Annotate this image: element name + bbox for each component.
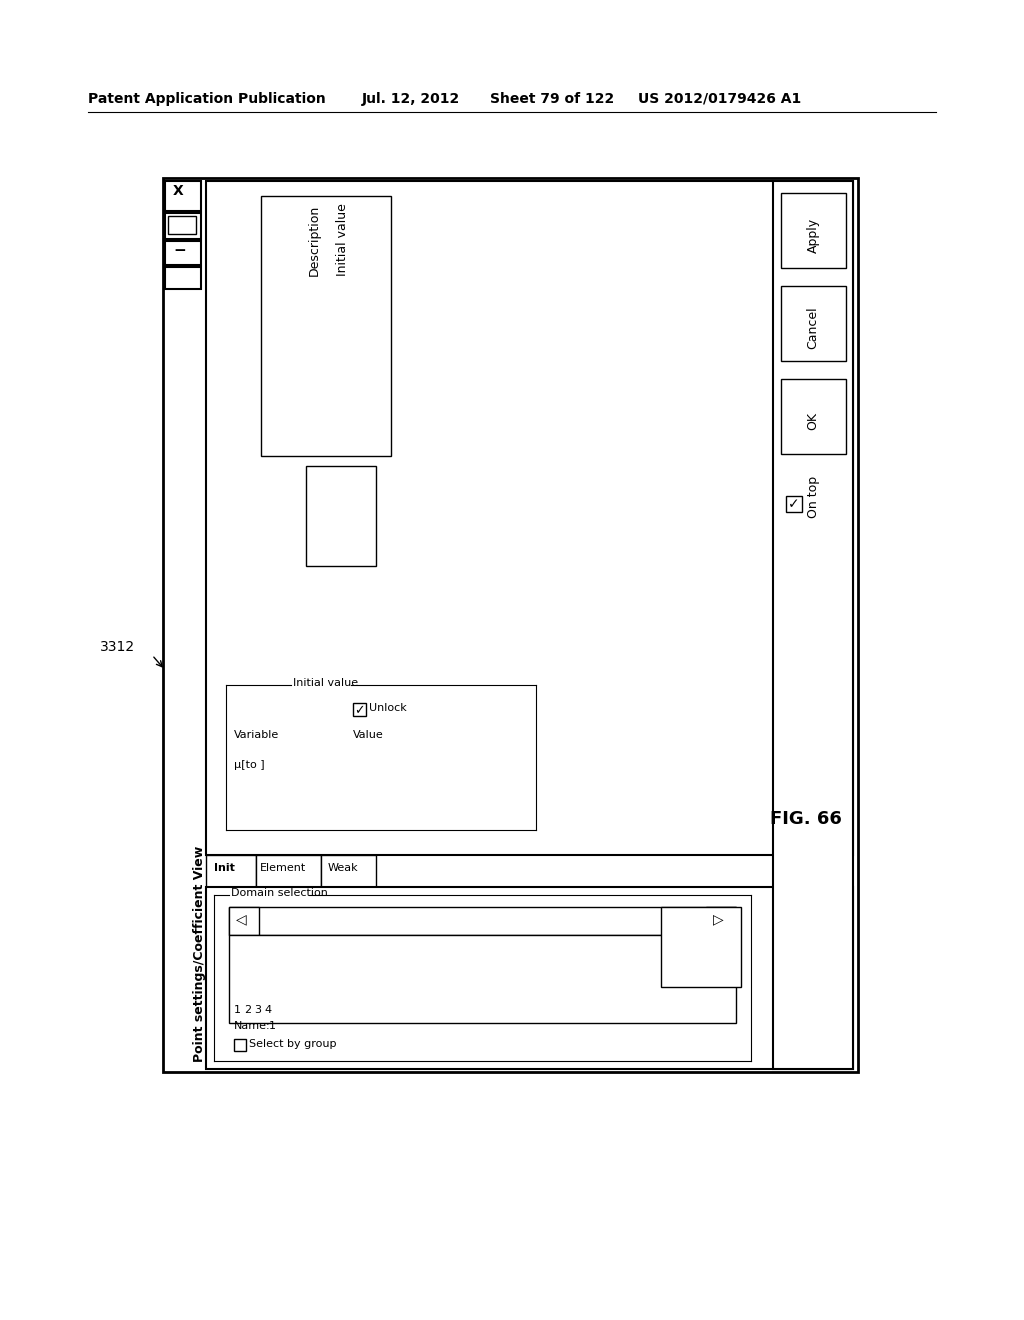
Bar: [165, 181, 201, 211]
Text: FIG. 66: FIG. 66: [770, 810, 842, 828]
Text: Init: Init: [214, 863, 234, 873]
Text: Select by group: Select by group: [249, 1039, 337, 1049]
Bar: [261, 195, 391, 455]
Text: 1: 1: [269, 1020, 276, 1031]
Bar: [206, 181, 853, 855]
Text: 1: 1: [234, 1005, 241, 1015]
Text: 3: 3: [254, 1005, 261, 1015]
Bar: [165, 213, 201, 239]
Text: Value: Value: [353, 730, 384, 741]
Text: US 2012/0179426 A1: US 2012/0179426 A1: [638, 92, 801, 106]
Bar: [781, 193, 846, 268]
Bar: [256, 855, 321, 887]
Text: Element: Element: [260, 863, 306, 873]
Bar: [234, 1039, 246, 1051]
Bar: [786, 496, 802, 512]
Text: OK: OK: [807, 412, 819, 430]
Bar: [353, 704, 366, 715]
Bar: [165, 267, 201, 289]
Bar: [321, 855, 376, 887]
Text: −: −: [173, 243, 185, 257]
Text: Initial value: Initial value: [336, 203, 349, 276]
Text: Description: Description: [308, 205, 321, 276]
Text: Apply: Apply: [807, 218, 819, 252]
Bar: [206, 855, 256, 887]
Text: ▷: ▷: [713, 912, 724, 927]
Text: ✓: ✓: [354, 704, 365, 717]
Text: 3312: 3312: [100, 640, 135, 653]
Text: Point settings/Coefficient View: Point settings/Coefficient View: [193, 846, 206, 1063]
Bar: [706, 907, 736, 935]
Text: X: X: [173, 183, 183, 198]
Bar: [206, 887, 853, 1069]
Text: Initial value: Initial value: [293, 678, 358, 688]
Text: On top: On top: [807, 477, 819, 519]
Bar: [229, 907, 259, 935]
Text: Domain selection: Domain selection: [231, 888, 328, 898]
Text: ✓: ✓: [788, 498, 800, 511]
Bar: [168, 216, 196, 234]
Bar: [306, 466, 376, 566]
Text: Weak: Weak: [328, 863, 358, 873]
Text: Variable: Variable: [234, 730, 280, 741]
Text: Patent Application Publication: Patent Application Publication: [88, 92, 326, 106]
Bar: [229, 935, 736, 1023]
Text: 4: 4: [264, 1005, 271, 1015]
Bar: [229, 907, 736, 935]
Text: Name:: Name:: [234, 1020, 270, 1031]
Bar: [662, 907, 741, 987]
Text: 2: 2: [244, 1005, 251, 1015]
Text: Sheet 79 of 122: Sheet 79 of 122: [490, 92, 614, 106]
Text: Jul. 12, 2012: Jul. 12, 2012: [362, 92, 460, 106]
Bar: [781, 286, 846, 360]
Bar: [165, 242, 201, 265]
Text: Cancel: Cancel: [807, 306, 819, 350]
Text: Unlock: Unlock: [369, 704, 407, 713]
Bar: [781, 379, 846, 454]
Text: ◁: ◁: [236, 912, 247, 927]
Bar: [773, 181, 853, 1069]
Text: μ[to ]: μ[to ]: [234, 760, 264, 770]
Bar: [163, 178, 858, 1072]
